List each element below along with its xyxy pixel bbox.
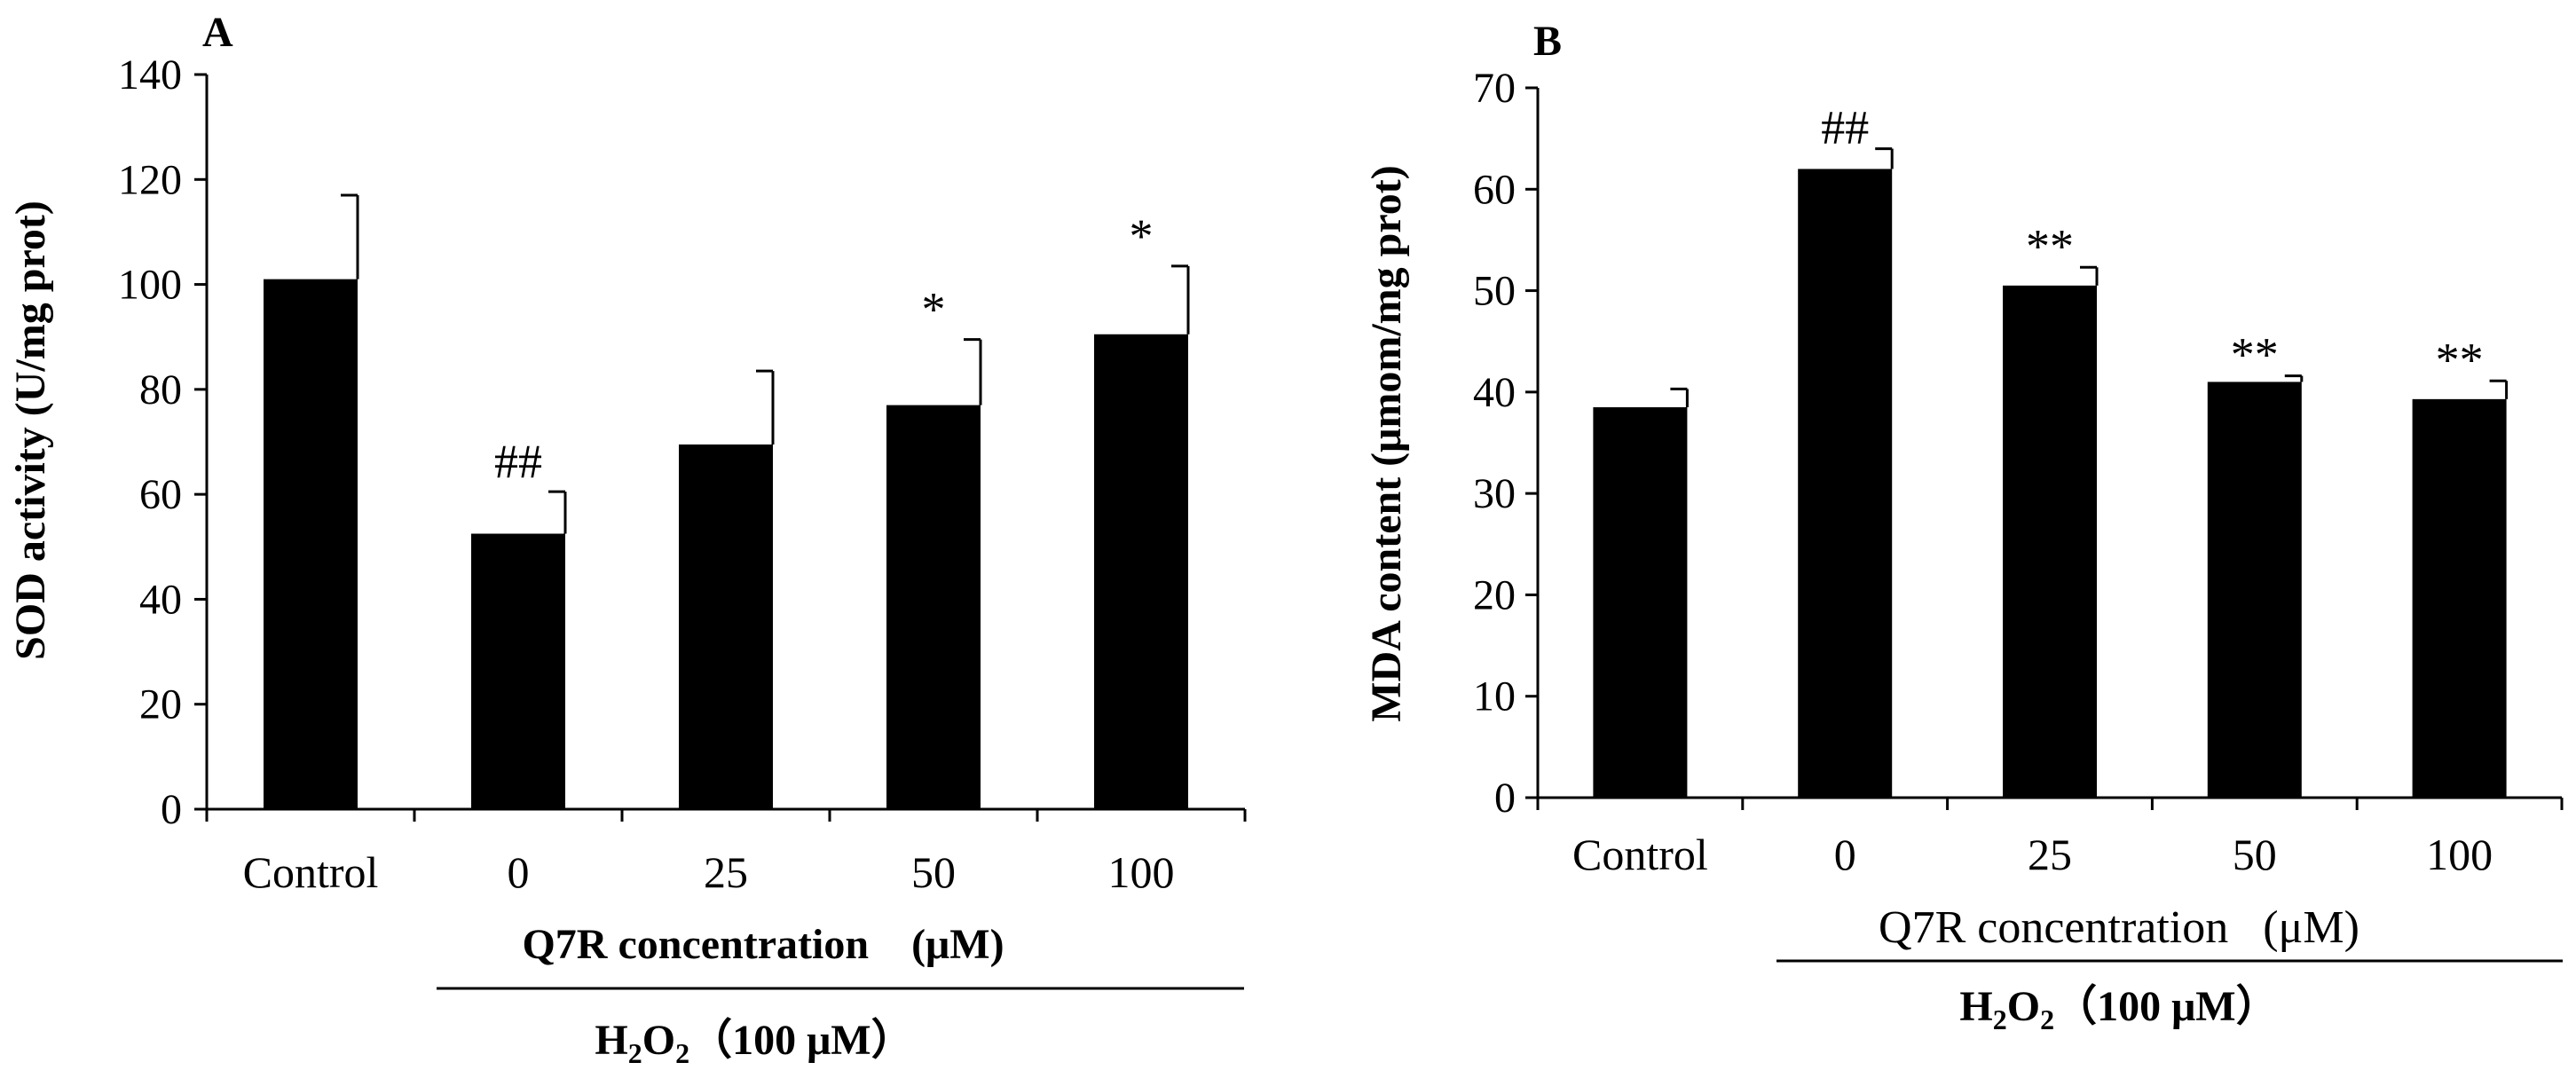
y-tick-label: 10 xyxy=(1473,673,1516,720)
y-tick-label: 100 xyxy=(118,262,182,309)
x-category-label: 25 xyxy=(704,847,748,897)
panel-a-x-axis-title: Q7R concentration (μM) xyxy=(522,921,1004,968)
panel-b-labels: 0 10 20 30 40 50 60 70 Control 0 ## 25 ** 50 ** 100 ** xyxy=(1473,65,2493,879)
panel-b-treatment-label: H2O2（100 μM） xyxy=(1959,983,2278,1035)
panel-b-x-axis-title: Q7R concentration (μM) xyxy=(1879,902,2359,953)
y-tick-label: 60 xyxy=(1473,166,1516,213)
significance-label: ## xyxy=(494,435,542,488)
y-tick-label: 0 xyxy=(1494,775,1516,822)
significance-label: ** xyxy=(2231,328,2279,382)
y-tick-label: 140 xyxy=(118,51,182,98)
bar xyxy=(264,279,358,810)
panel-a-marks xyxy=(264,193,1190,810)
x-category-label: 25 xyxy=(2028,830,2072,879)
panel-a: A SOD activity (U/mg prot) 0 20 40 60 80 100 1… xyxy=(7,9,1247,1069)
bar xyxy=(1798,169,1893,798)
x-category-label: 100 xyxy=(2426,830,2493,879)
significance-label: ** xyxy=(2026,219,2074,272)
y-tick-label: 0 xyxy=(161,786,182,833)
bar xyxy=(886,405,981,809)
panel-a-y-axis-title: SOD activity (U/mg prot) xyxy=(7,201,54,660)
bar xyxy=(1593,407,1688,798)
panel-a-axes xyxy=(194,73,1247,822)
bar xyxy=(2207,382,2302,798)
significance-label: * xyxy=(922,283,946,336)
bar xyxy=(1094,334,1188,809)
y-tick-label: 70 xyxy=(1473,65,1516,112)
x-category-label: 0 xyxy=(508,847,530,897)
bar xyxy=(471,533,565,809)
x-category-label: 50 xyxy=(911,847,956,897)
y-tick-label: 120 xyxy=(118,156,182,203)
significance-label: * xyxy=(1130,209,1154,263)
x-category-label: Control xyxy=(1572,830,1708,879)
panel-a-label: A xyxy=(202,9,233,56)
panel-b-y-axis-title: MDA content (μmom/mg prot) xyxy=(1363,165,1410,722)
x-category-label: 0 xyxy=(1834,830,1856,879)
y-tick-label: 80 xyxy=(139,366,182,413)
y-tick-label: 20 xyxy=(1473,571,1516,618)
y-tick-label: 30 xyxy=(1473,470,1516,517)
panel-b: B MDA content (μmom/mg prot) 0 10 20 30 40 50… xyxy=(1363,18,2564,1035)
panel-a-labels: 0 20 40 60 80 100 120 140 Control 0 ## 25 50 * 100 * xyxy=(118,51,1175,897)
y-tick-label: 50 xyxy=(1473,268,1516,315)
bar xyxy=(2003,285,2097,798)
bar xyxy=(2412,398,2507,798)
significance-label: ** xyxy=(2436,333,2484,386)
x-category-label: Control xyxy=(243,847,379,897)
panel-b-marks xyxy=(1593,147,2509,798)
y-tick-label: 20 xyxy=(139,681,182,728)
bar xyxy=(679,444,773,809)
panel-b-label: B xyxy=(1533,18,1562,65)
y-tick-label: 60 xyxy=(139,471,182,518)
significance-label: ## xyxy=(1821,101,1869,154)
y-tick-label: 40 xyxy=(139,576,182,623)
x-category-label: 100 xyxy=(1108,847,1175,897)
panel-a-treatment-label: H2O2（100 μM） xyxy=(595,1017,913,1069)
x-category-label: 50 xyxy=(2233,830,2277,879)
y-tick-label: 40 xyxy=(1473,369,1516,416)
